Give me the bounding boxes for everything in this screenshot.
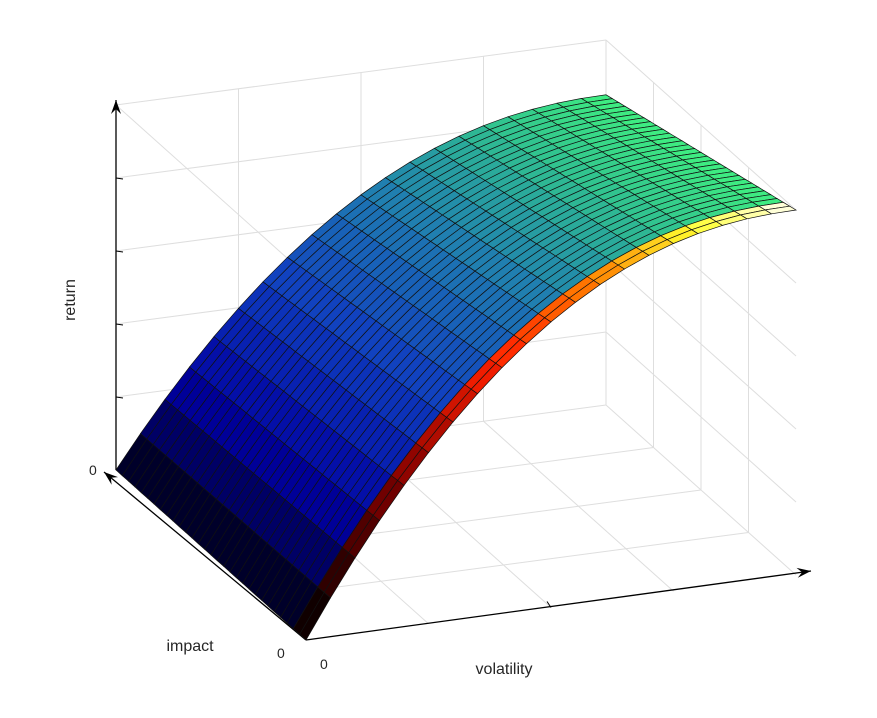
y-axis-arrowhead — [104, 472, 118, 485]
y-tick-label-0: 0 — [277, 645, 285, 661]
x-tick — [546, 601, 552, 608]
z-tick — [115, 177, 124, 180]
back-wall-grid-line — [115, 39, 607, 106]
z-tick — [115, 396, 124, 399]
side-wall-grid-line — [605, 258, 797, 430]
floor-grid-line — [483, 420, 674, 592]
y-axis — [103, 471, 307, 641]
side-wall-grid-line — [605, 39, 797, 211]
zlabel: return — [62, 279, 79, 321]
top-grid-line — [115, 104, 307, 276]
z-axis-arrowhead — [111, 100, 121, 114]
surface-edge-patch — [764, 205, 798, 215]
z-tick-label-0: 0 — [89, 462, 97, 478]
surface — [115, 94, 798, 641]
z-tick — [115, 323, 124, 326]
xlabel: volatility — [476, 661, 533, 678]
x-tick-label-0: 0 — [320, 656, 328, 672]
x-axis — [305, 570, 812, 641]
x-axis-arrowhead — [796, 567, 811, 578]
ylabel: impact — [166, 638, 214, 655]
side-wall-grid-line — [605, 331, 797, 503]
z-tick — [115, 250, 124, 253]
